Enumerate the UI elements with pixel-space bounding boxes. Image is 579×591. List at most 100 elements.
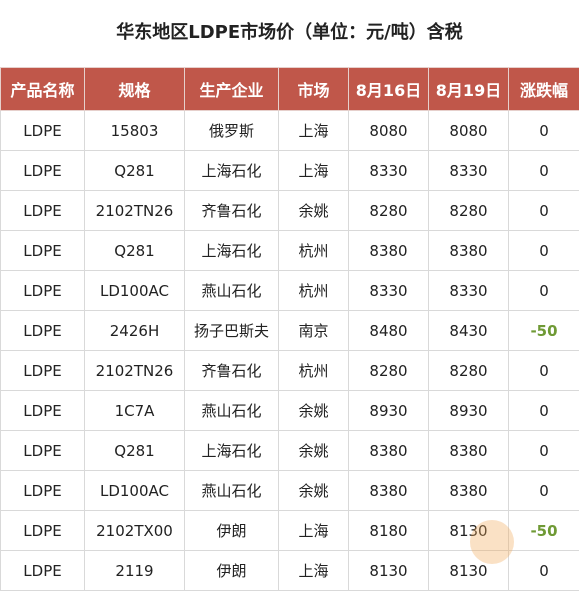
table-cell: 8380 [428,230,509,271]
table-cell: 扬子巴斯夫 [184,310,279,351]
table-cell: 2102TN26 [84,190,185,231]
header-cell: 产品名称 [0,67,85,111]
table-cell: 上海石化 [184,150,279,191]
table-cell: 燕山石化 [184,270,279,311]
table-body: LDPE 15803 俄罗斯 上海 8080 8080 0 LDPE Q281 上海石化 上海 833… [0,110,579,591]
table-cell: 齐鲁石化 [184,350,279,391]
table-cell: -50 [508,510,579,551]
table-cell: LDPE [0,430,85,471]
table-cell: 2102TX00 [84,510,185,551]
table-cell: 8280 [348,350,429,391]
table-cell: 2426H [84,310,185,351]
table-cell: 15803 [84,110,185,151]
table-cell: 上海石化 [184,230,279,271]
table-cell: LDPE [0,510,85,551]
table-cell: 8130 [348,550,429,591]
table-cell: 8330 [428,150,509,191]
table-cell: 8080 [348,110,429,151]
table-row: LDPE Q281 上海石化 杭州 8380 8380 0 [0,230,579,271]
table-cell: 0 [508,390,579,431]
table-cell: 1C7A [84,390,185,431]
table-cell: 0 [508,110,579,151]
table-cell: 0 [508,350,579,391]
table-cell: 杭州 [278,230,349,271]
table-cell: -50 [508,310,579,351]
table-cell: 杭州 [278,270,349,311]
table-cell: LD100AC [84,270,185,311]
table-cell: 8180 [348,510,429,551]
table-cell: 南京 [278,310,349,351]
table-cell: LDPE [0,110,85,151]
table-cell: 余姚 [278,430,349,471]
table-cell: 2119 [84,550,185,591]
table-row: LDPE 2102TN26 齐鲁石化 杭州 8280 8280 0 [0,350,579,391]
price-table: 产品名称 规格 生产企业 市场 8月16日 8月19日 涨跌幅 LDPE 15803 俄罗斯 上海… [0,67,579,591]
table-row: LDPE 15803 俄罗斯 上海 8080 8080 0 [0,110,579,151]
table-cell: 0 [508,150,579,191]
table-cell: 伊朗 [184,510,279,551]
table-row: LDPE Q281 上海石化 余姚 8380 8380 0 [0,430,579,471]
table-row: LDPE Q281 上海石化 上海 8330 8330 0 [0,150,579,191]
header-row: 产品名称 规格 生产企业 市场 8月16日 8月19日 涨跌幅 [0,67,579,111]
table-cell: 俄罗斯 [184,110,279,151]
table-cell: 0 [508,430,579,471]
table-cell: 0 [508,190,579,231]
table-cell: LDPE [0,390,85,431]
table-cell: 8380 [348,230,429,271]
table-row: LDPE 2119 伊朗 上海 8130 8130 0 [0,550,579,591]
table-cell: Q281 [84,430,185,471]
table-cell: 8480 [348,310,429,351]
table-cell: 8330 [348,270,429,311]
table-cell: Q281 [84,230,185,271]
table-cell: 杭州 [278,350,349,391]
header-cell: 市场 [278,67,349,111]
table-cell: 余姚 [278,390,349,431]
header-cell: 涨跌幅 [508,67,579,111]
table-cell: 0 [508,230,579,271]
table-cell: 8430 [428,310,509,351]
header-cell: 8月16日 [348,67,429,111]
header-cell: 8月19日 [428,67,509,111]
table-cell: LDPE [0,550,85,591]
table-cell: 8280 [428,190,509,231]
table-cell: 燕山石化 [184,390,279,431]
header-cell: 生产企业 [184,67,279,111]
table-cell: 8280 [428,350,509,391]
table-cell: 上海 [278,150,349,191]
table-cell: LDPE [0,470,85,511]
table-row: LDPE 2426H 扬子巴斯夫 南京 8480 8430 -50 [0,310,579,351]
table-cell: 齐鲁石化 [184,190,279,231]
table-cell: Q281 [84,150,185,191]
table-cell: 0 [508,550,579,591]
table-cell: LDPE [0,190,85,231]
title: 华东地区LDPE市场价（单位：元/吨）含税 [116,22,463,43]
table-cell: 8380 [348,430,429,471]
table-cell: 8330 [428,270,509,311]
table-cell: 上海石化 [184,430,279,471]
table-cell: 余姚 [278,470,349,511]
table-cell: 8330 [348,150,429,191]
table-cell: 8380 [428,430,509,471]
table-cell: 8380 [348,470,429,511]
table-cell: LD100AC [84,470,185,511]
table-cell: 0 [508,270,579,311]
table-cell: LDPE [0,230,85,271]
table-cell: LDPE [0,150,85,191]
table-cell: 0 [508,470,579,511]
table-cell: 8930 [348,390,429,431]
table-cell: 2102TN26 [84,350,185,391]
table-cell: LDPE [0,350,85,391]
table-cell: 8930 [428,390,509,431]
table-cell: LDPE [0,270,85,311]
table-cell: 上海 [278,550,349,591]
table-cell: 8280 [348,190,429,231]
table-row: LDPE 2102TN26 齐鲁石化 余姚 8280 8280 0 [0,190,579,231]
table-cell: 燕山石化 [184,470,279,511]
watermark-logo [470,520,514,564]
table-row: LDPE 2102TX00 伊朗 上海 8180 8130 -50 [0,510,579,551]
table-cell: 8080 [428,110,509,151]
table-cell: 上海 [278,110,349,151]
table-row: LDPE 1C7A 燕山石化 余姚 8930 8930 0 [0,390,579,431]
table-cell: 8380 [428,470,509,511]
